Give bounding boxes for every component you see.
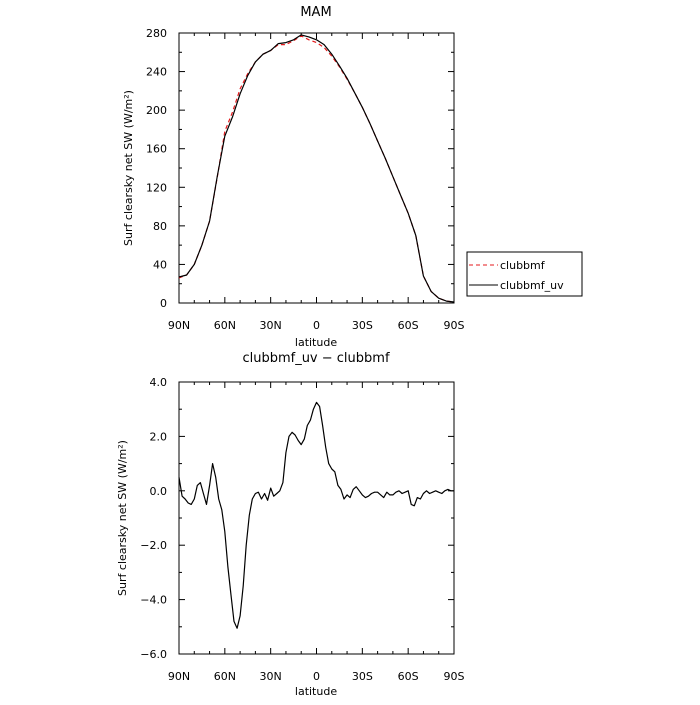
chart-title: MAM	[300, 5, 331, 20]
x-tick-label: 30S	[352, 319, 373, 332]
x-tick-label: 60S	[398, 319, 419, 332]
legend: clubbmf clubbmf_uv	[466, 251, 583, 297]
y-tick-label: 40	[153, 258, 167, 271]
y-tick-label: 160	[146, 143, 167, 156]
series-line-difference	[178, 401, 454, 629]
chart-bottom-panel: clubbmf_uv − clubbmf −6.0 −4.0 −2.0 0.0 2.0 4…	[116, 351, 465, 698]
y-tick-label: −6.0	[140, 648, 167, 661]
x-axis: 90N 60N 30N 0 30S 60S 90S	[168, 33, 465, 332]
legend-label-clubbmf: clubbmf	[500, 259, 546, 272]
legend-box	[466, 251, 583, 297]
x-tick-label: 0	[313, 670, 320, 683]
y-axis: −6.0 −4.0 −2.0 0.0 2.0 4.0	[140, 376, 454, 661]
x-tick-label: 60N	[214, 670, 236, 683]
plot-frame	[178, 32, 455, 304]
x-tick-label: 60S	[398, 670, 419, 683]
x-tick-label: 90S	[444, 319, 465, 332]
chart-top-panel: MAM 0 40 80 120 160 200 240 280 90N 60N 30N 0 30S 60…	[122, 5, 583, 349]
x-tick-label: 30N	[260, 670, 282, 683]
y-tick-label: 0	[160, 297, 167, 310]
x-axis: 90N 60N 30N 0 30S 60S 90S	[168, 382, 465, 683]
plot-frame	[178, 381, 455, 655]
series-line-clubbmf-uv	[178, 34, 455, 303]
plot-lines	[178, 34, 455, 303]
y-axis-label: Surf clearsky net SW (W/m²)	[122, 90, 135, 246]
x-tick-label: 90S	[444, 670, 465, 683]
y-tick-label: 2.0	[150, 430, 168, 443]
plot-lines	[178, 401, 454, 629]
y-tick-label: 200	[146, 104, 167, 117]
y-tick-label: 280	[146, 27, 167, 40]
x-tick-label: 90N	[168, 670, 190, 683]
x-tick-label: 30S	[352, 670, 373, 683]
y-tick-label: 4.0	[150, 376, 168, 389]
y-tick-label: 80	[153, 220, 167, 233]
x-tick-label: 30N	[260, 319, 282, 332]
legend-label-clubbmf-uv: clubbmf_uv	[500, 279, 564, 292]
y-tick-label: 240	[146, 66, 167, 79]
y-axis-label: Surf clearsky net SW (W/m²)	[116, 440, 129, 596]
series-line-clubbmf	[178, 35, 455, 303]
x-tick-label: 0	[313, 319, 320, 332]
x-tick-label: 60N	[214, 319, 236, 332]
x-axis-label: latitude	[295, 336, 337, 349]
x-axis-label: latitude	[295, 685, 337, 698]
y-axis: 0 40 80 120 160 200 240 280	[146, 27, 454, 310]
y-tick-label: 0.0	[150, 485, 168, 498]
y-tick-label: −4.0	[140, 594, 167, 607]
chart-title: clubbmf_uv − clubbmf	[242, 351, 389, 366]
y-tick-label: 120	[146, 181, 167, 194]
y-tick-label: −2.0	[140, 539, 167, 552]
x-tick-label: 90N	[168, 319, 190, 332]
